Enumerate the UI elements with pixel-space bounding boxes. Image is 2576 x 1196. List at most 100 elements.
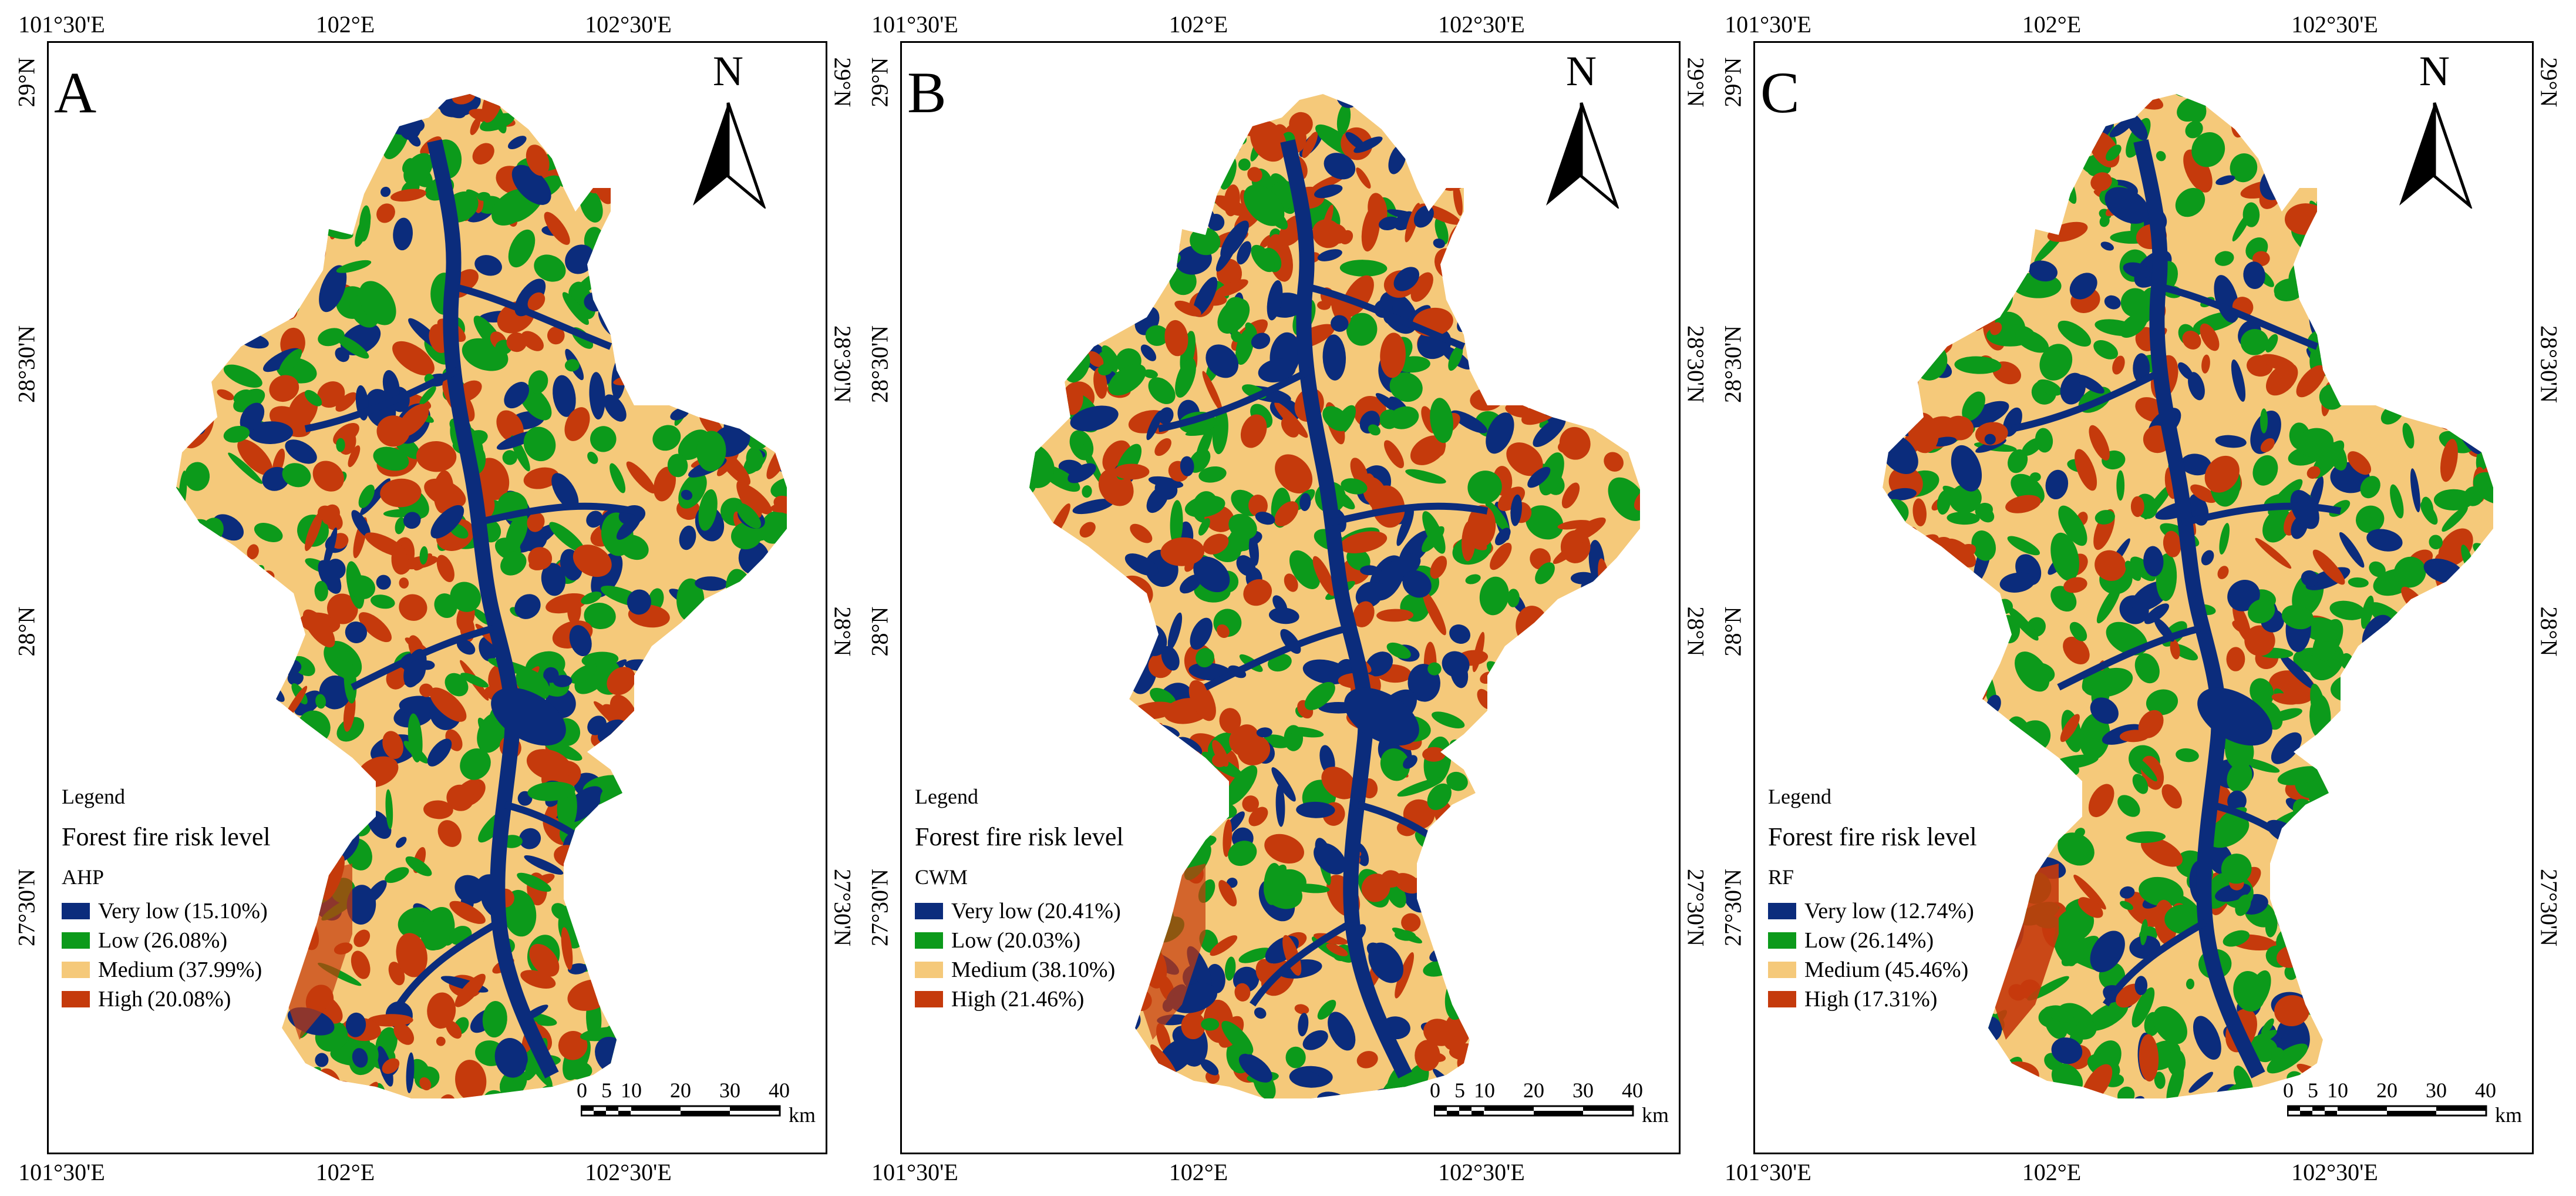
legend-percentage: (17.31%): [1854, 987, 1938, 1012]
scale-unit: km: [1642, 1103, 1669, 1127]
scale-label: 30: [719, 1079, 740, 1102]
lat-tick-right-4: 27°30'N: [1682, 868, 1709, 947]
lat-tick-left-1: 29°N: [1719, 57, 1746, 107]
lon-tick-bottom-3: 102°30'E: [2291, 1159, 2378, 1185]
lon-tick-top-1: 101°30'E: [871, 11, 958, 38]
legend-percentage: (20.08%): [147, 987, 231, 1012]
lon-tick-bottom-2: 102°E: [315, 1159, 375, 1185]
swatch-very-low: [62, 903, 90, 919]
lat-tick-left-4: 27°30'N: [1719, 868, 1746, 947]
legend-label: Low: [951, 928, 992, 953]
legend-percentage: (12.74%): [1890, 899, 1974, 923]
legend-percentage: (21.46%): [1001, 987, 1085, 1012]
legend-item-medium: Medium (45.46%): [1768, 955, 1977, 985]
legend-percentage: (20.41%): [1037, 899, 1121, 923]
legend-item-medium: Medium (38.10%): [915, 955, 1124, 985]
legend-item-high: High (17.31%): [1768, 985, 1977, 1014]
north-letter: N: [1566, 48, 1597, 95]
swatch-high: [62, 991, 90, 1007]
scale-label: 5: [2308, 1079, 2318, 1102]
scale-label: 10: [1474, 1079, 1495, 1102]
legend-percentage: (37.99%): [178, 958, 262, 982]
legend-item-low: Low (20.03%): [915, 926, 1124, 955]
scale-unit: km: [789, 1103, 816, 1127]
scale-label: 30: [2426, 1079, 2447, 1102]
legend-label: Medium: [98, 958, 174, 982]
legend-title: Forest fire risk level: [62, 822, 271, 851]
legend-percentage: (26.08%): [143, 928, 228, 953]
legend-model: CWM: [915, 865, 968, 889]
lon-tick-bottom-3: 102°30'E: [1438, 1159, 1525, 1185]
legend-label: Very low: [98, 899, 180, 923]
legend-heading: Legend: [62, 785, 125, 808]
lat-tick-left-1: 29°N: [866, 57, 893, 107]
lon-tick-bottom-2: 102°E: [2022, 1159, 2082, 1185]
lat-tick-left-2: 28°30'N: [1719, 325, 1746, 404]
legend-item-low: Low (26.14%): [1768, 926, 1977, 955]
legend-model: AHP: [62, 865, 105, 889]
lat-tick-left-4: 27°30'N: [866, 868, 893, 947]
scale-unit: km: [2495, 1103, 2523, 1127]
legend-percentage: (15.10%): [184, 899, 268, 923]
north-arrow-icon: [1546, 102, 1619, 209]
lon-tick-bottom-1: 101°30'E: [871, 1159, 958, 1185]
lat-tick-right-3: 28°N: [1682, 606, 1709, 657]
lon-tick-bottom-1: 101°30'E: [18, 1159, 105, 1185]
scale-label: 0: [2283, 1079, 2294, 1102]
legend-item-high: High (20.08%): [62, 985, 271, 1014]
lon-tick-top-2: 102°E: [315, 11, 375, 38]
swatch-medium: [62, 962, 90, 978]
legend-item-very-low: Very low (15.10%): [62, 896, 271, 926]
risk-map: [176, 94, 787, 1098]
legend-label: Medium: [951, 958, 1027, 982]
lat-tick-right-1: 29°N: [1682, 57, 1709, 107]
legend-title: Forest fire risk level: [1768, 822, 1977, 851]
swatch-low: [62, 932, 90, 949]
lat-tick-right-4: 27°30'N: [2535, 868, 2562, 947]
scale-bar-graphic: [581, 1105, 781, 1117]
lat-tick-right-4: 27°30'N: [829, 868, 856, 947]
lat-tick-left-1: 29°N: [13, 57, 40, 107]
scale-label: 0: [577, 1079, 587, 1102]
north-arrow-icon: [2399, 102, 2473, 209]
lon-tick-bottom-1: 101°30'E: [1725, 1159, 1811, 1185]
scale-label: 30: [1572, 1079, 1594, 1102]
map-panel-a: 101°30'E 102°E 102°30'E 101°30'E 102°E 1…: [0, 0, 856, 1196]
scale-label: 20: [2376, 1079, 2397, 1102]
map-panel-b: 101°30'E 102°E 102°30'E 101°30'E 102°E 1…: [853, 0, 1709, 1196]
lon-tick-top-1: 101°30'E: [18, 11, 105, 38]
panel-letter: A: [54, 60, 97, 125]
lat-tick-left-3: 28°N: [1719, 606, 1746, 657]
swatch-high: [915, 991, 943, 1007]
legend-percentage: (38.10%): [1031, 958, 1116, 982]
lat-tick-left-3: 28°N: [13, 606, 40, 657]
legend-title: Forest fire risk level: [915, 822, 1124, 851]
lon-tick-top-2: 102°E: [2022, 11, 2082, 38]
lon-tick-top-3: 102°30'E: [585, 11, 672, 38]
lon-tick-top-1: 101°30'E: [1725, 11, 1811, 38]
legend: Legend Forest fire risk level AHP Very l…: [62, 784, 271, 1014]
legend-label: Very low: [1804, 899, 1886, 923]
swatch-low: [915, 932, 943, 949]
legend-label: Low: [98, 928, 139, 953]
north-arrow: N: [690, 50, 766, 209]
north-arrow-icon: [693, 102, 766, 209]
legend-item-low: Low (26.08%): [62, 926, 271, 955]
north-arrow: N: [2396, 50, 2473, 209]
swatch-medium: [1768, 962, 1796, 978]
north-letter: N: [713, 48, 743, 95]
legend-item-very-low: Very low (12.74%): [1768, 896, 1977, 926]
legend-label: High: [98, 987, 143, 1012]
legend-item-very-low: Very low (20.41%): [915, 896, 1124, 926]
scale-bar: 0 5 10 20 30 40 km: [1430, 1078, 1678, 1131]
map-panel-c: 101°30'E 102°E 102°30'E 101°30'E 102°E 1…: [1706, 0, 2562, 1196]
lat-tick-right-3: 28°N: [829, 606, 856, 657]
lat-tick-right-3: 28°N: [2535, 606, 2562, 657]
scale-label: 20: [670, 1079, 691, 1102]
lon-tick-bottom-2: 102°E: [1169, 1159, 1228, 1185]
legend-label: High: [1804, 987, 1849, 1012]
risk-map: [1883, 94, 2493, 1098]
panel-letter: C: [1760, 60, 1800, 125]
swatch-high: [1768, 991, 1796, 1007]
scale-label: 40: [769, 1079, 790, 1102]
